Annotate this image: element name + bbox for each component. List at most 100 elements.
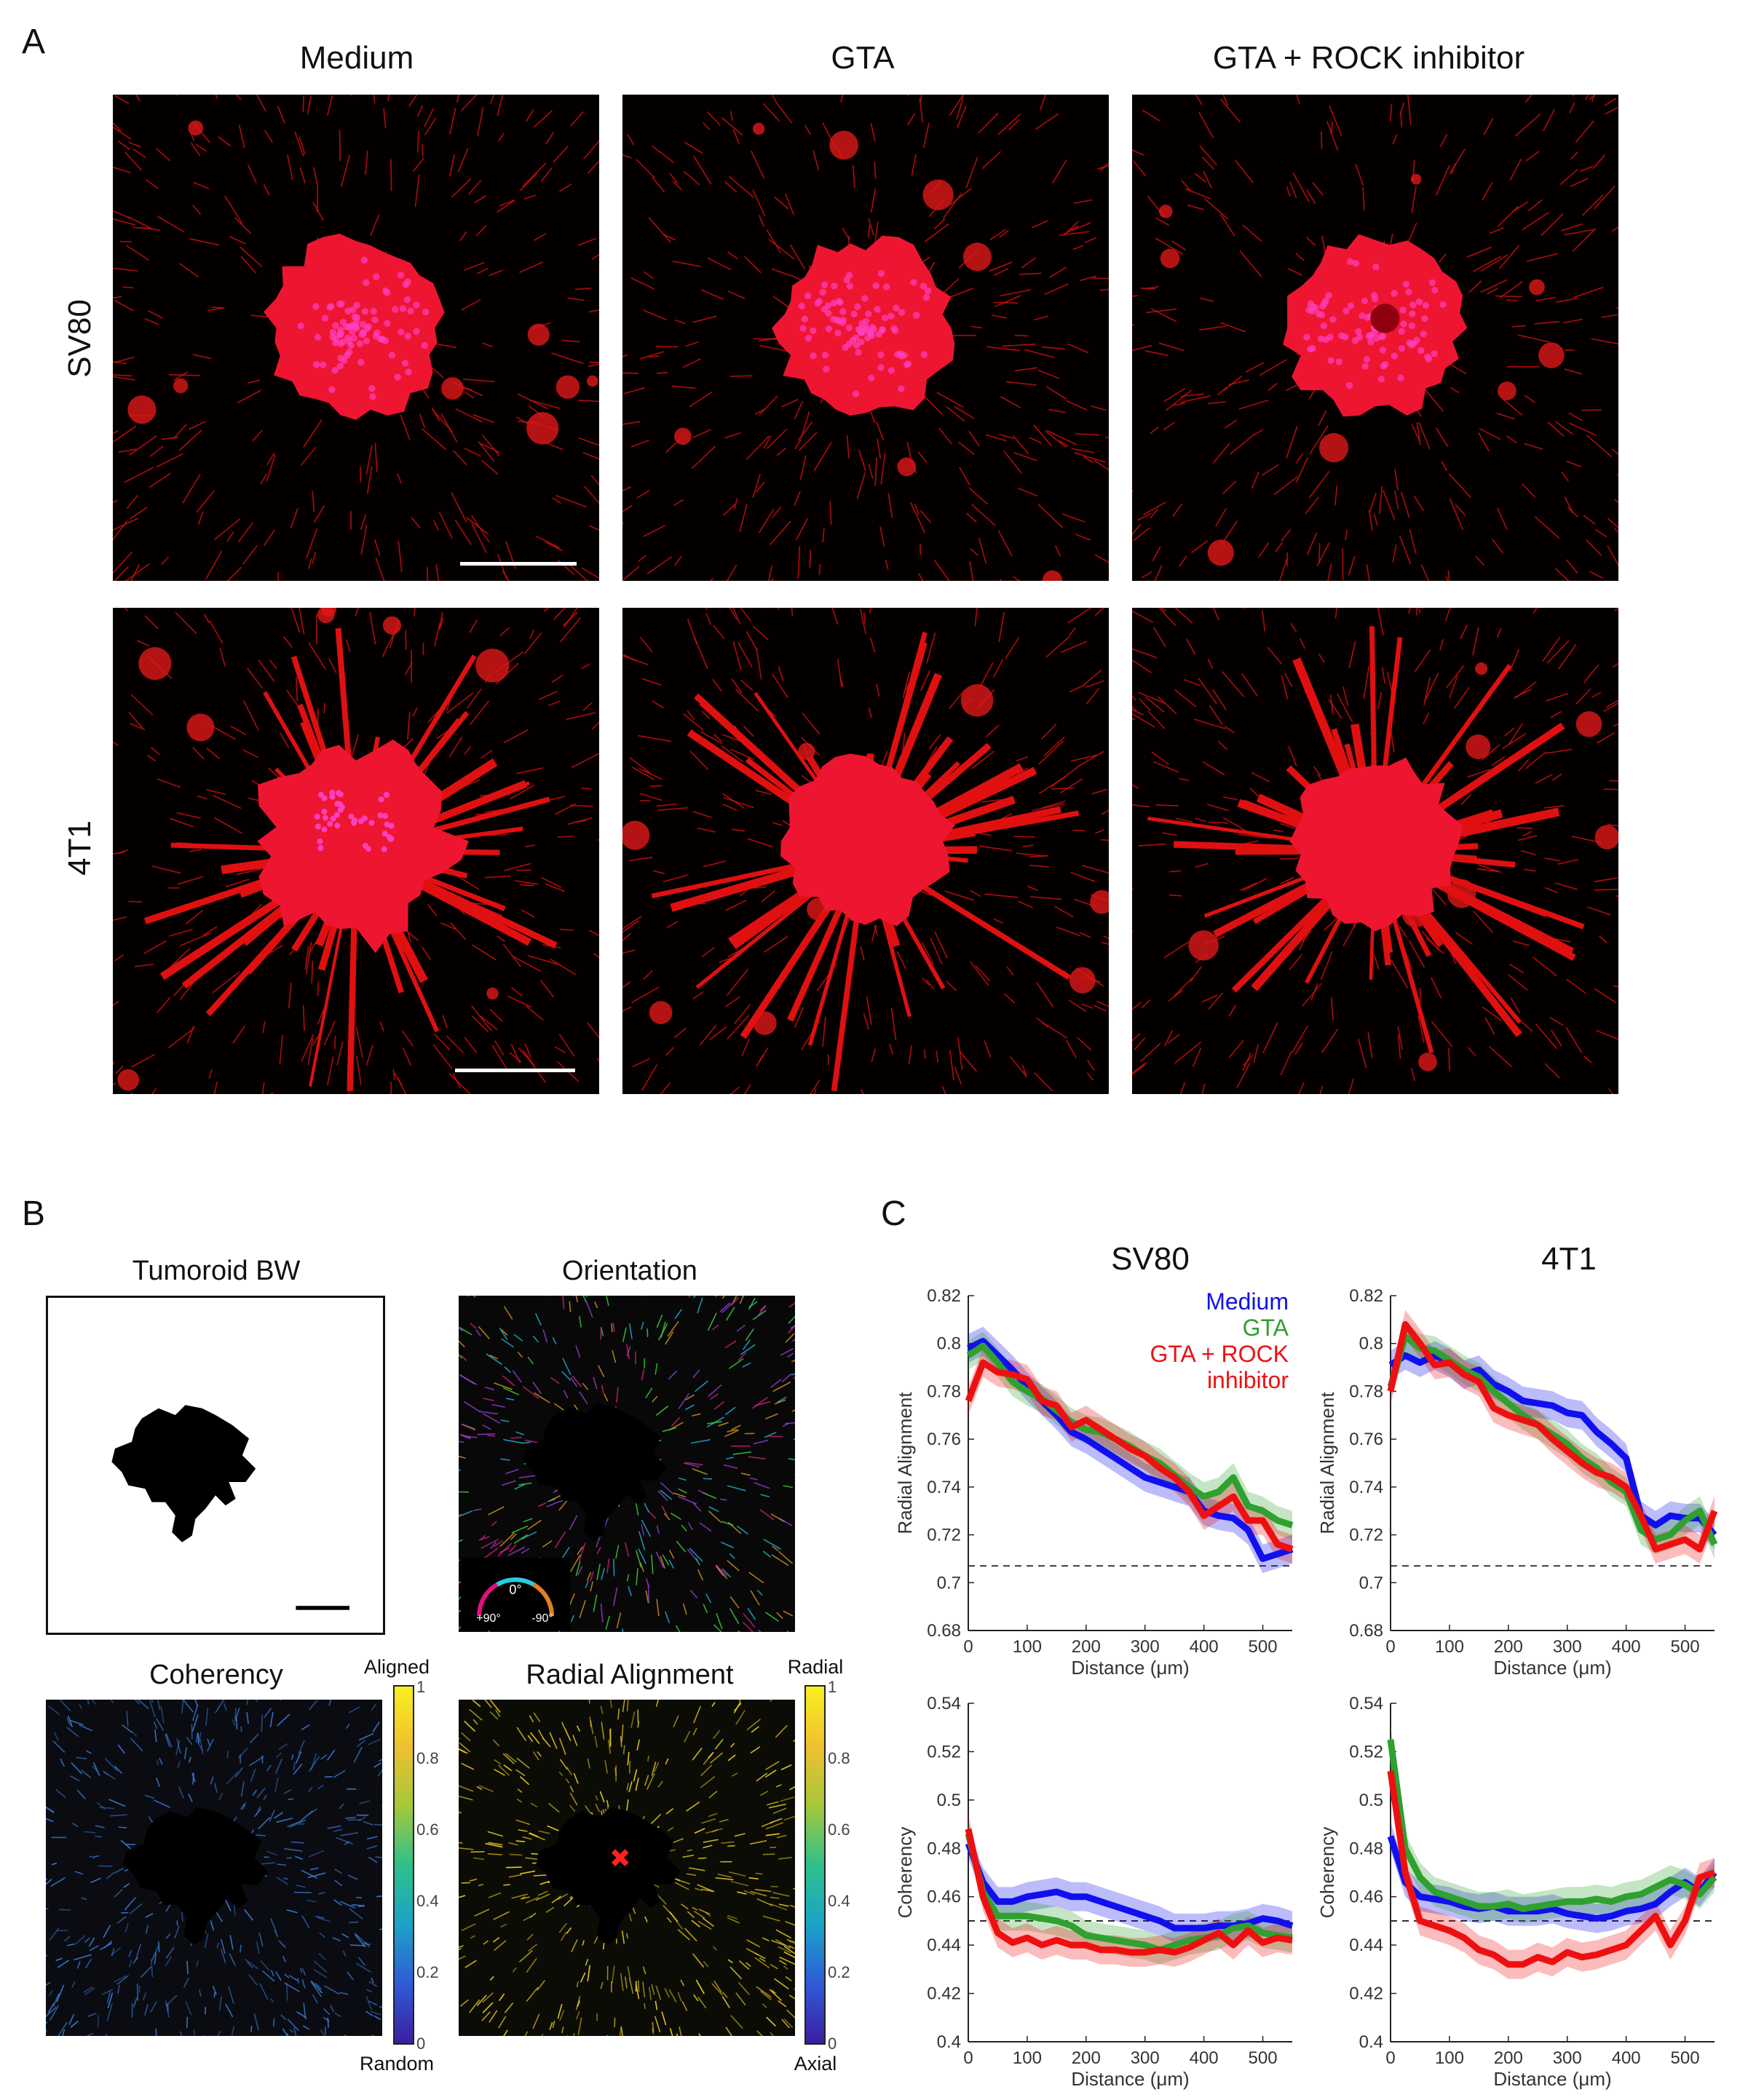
colorbar-label-axial: Axial (794, 2053, 837, 2075)
y-tick-label: 0.8 (1359, 1334, 1383, 1354)
column-title-medium: Medium (299, 40, 414, 76)
colorbar-label-radial: Radial (787, 1656, 844, 1678)
x-tick-label: 400 (1612, 2048, 1641, 2068)
tumoroid-bw-image (46, 1296, 385, 1635)
colorbar-tick-label: 0.2 (416, 1963, 439, 1981)
y-tick-label: 0.76 (927, 1430, 961, 1449)
legend-medium: Medium (1206, 1288, 1289, 1315)
y-axis-label: Radial Alignment (894, 1392, 916, 1534)
micrograph-4t1-gta (622, 608, 1109, 1094)
y-axis-label: Radial Alignment (1316, 1392, 1338, 1534)
micrograph-sv80-gta-rock (1132, 95, 1618, 581)
y-tick-label: 0.82 (927, 1286, 961, 1306)
x-axis-label: Distance (μm) (1493, 1657, 1611, 1679)
coherency-image (46, 1700, 382, 2036)
x-tick-label: 200 (1072, 1637, 1101, 1657)
colorbar-tick-label: 0.4 (416, 1892, 439, 1910)
y-tick-label: 0.44 (1349, 1935, 1383, 1955)
chart-legend: Medium GTA GTA + ROCK inhibitor (1063, 1288, 1289, 1393)
x-tick-label: 0 (1385, 1637, 1395, 1657)
x-axis-label: Distance (μm) (1071, 2068, 1189, 2090)
title-orientation: Orientation (562, 1256, 697, 1286)
y-tick-label: 0.78 (1349, 1382, 1383, 1401)
chart-radial-sv80: 0.68 0.7 0.72 0.74 0.76 0.78 0.8 0.82 0 100 200 300… (894, 1286, 1294, 1679)
series-line-gta-rock-inhibitor (965, 1828, 1293, 1956)
colorbar-tick-label: 0 (828, 2034, 837, 2053)
scale-bar (455, 1069, 575, 1072)
micrograph-sv80-gta (622, 95, 1109, 581)
y-tick-label: 0.72 (1349, 1526, 1383, 1545)
chart-radial-4t1: 0.68 0.7 0.72 0.74 0.76 0.78 0.8 0.82 0 100 200 300… (1316, 1286, 1718, 1679)
colorbar-tick-label: 0.6 (416, 1820, 439, 1839)
spheroid-image (1132, 608, 1618, 1094)
x-tick-label: 400 (1190, 2048, 1219, 2068)
x-tick-label: 0 (963, 1637, 973, 1657)
x-tick-label: 300 (1131, 2048, 1160, 2068)
y-tick-label: 0.68 (927, 1621, 961, 1641)
spheroid-image (1132, 95, 1618, 581)
y-tick-label: 0.74 (927, 1478, 961, 1497)
column-title-gta: GTA (831, 40, 895, 76)
colorbar-tick-label: 0.4 (828, 1892, 850, 1910)
series-line-gta (1387, 1333, 1718, 1546)
x-axis-label: Distance (μm) (1071, 1657, 1189, 1679)
scale-bar (296, 1606, 349, 1610)
series-line-gta (1387, 1739, 1717, 1912)
panel-label-a: A (22, 23, 46, 61)
spheroid-image (622, 95, 1109, 581)
y-axis-label: Coherency (1316, 1827, 1338, 1919)
colorbar-tick-label: 0.6 (828, 1820, 850, 1839)
y-tick-label: 0.7 (1359, 1573, 1383, 1593)
panel-label-b: B (22, 1194, 46, 1233)
x-tick-label: 500 (1671, 2048, 1700, 2068)
y-tick-label: 0.52 (927, 1742, 961, 1762)
y-tick-label: 0.68 (1349, 1621, 1383, 1641)
y-tick-label: 0.42 (927, 1984, 961, 2004)
series-confidence-band (968, 1331, 1292, 1540)
x-tick-label: 200 (1494, 1637, 1523, 1657)
y-tick-label: 0.76 (1349, 1430, 1383, 1449)
series-line-gta-rock-inhibitor (1387, 1770, 1716, 1968)
wheel-label-right: -90° (531, 1612, 553, 1625)
colorbar-tick-label: 0.8 (416, 1749, 439, 1767)
y-tick-label: 0.7 (937, 1573, 961, 1593)
x-tick-label: 400 (1190, 1637, 1219, 1657)
micrograph-4t1-medium (113, 608, 599, 1094)
tumoroid-silhouette (111, 1405, 256, 1542)
center-marker (611, 1849, 629, 1866)
legend-gta-rock: GTA + ROCK (1150, 1341, 1289, 1367)
y-tick-label: 0.4 (937, 2032, 961, 2052)
colorbar-label-aligned: Aligned (363, 1656, 430, 1678)
x-tick-label: 500 (1671, 1637, 1700, 1657)
y-tick-label: 0.44 (927, 1935, 961, 1955)
series-line-gta-rock-inhibitor (965, 1359, 1294, 1553)
y-axis-label: Coherency (894, 1827, 916, 1919)
x-tick-label: 100 (1013, 1637, 1042, 1657)
y-tick-label: 0.48 (1349, 1839, 1383, 1858)
colorbar-tick-label: 0.8 (828, 1749, 850, 1767)
x-tick-label: 300 (1131, 1637, 1160, 1657)
y-tick-label: 0.46 (927, 1887, 961, 1907)
colorbar-tick-label: 1 (416, 1678, 426, 1696)
row-label-sv80: SV80 (62, 299, 98, 378)
colorbar-tick-label: 0.2 (828, 1963, 850, 1981)
wheel-label-top: 0° (509, 1582, 521, 1597)
colorbar-tick-label: 1 (828, 1678, 837, 1696)
tumoroid-mask (123, 1807, 268, 1946)
title-radial-alignment: Radial Alignment (526, 1660, 734, 1690)
y-tick-label: 0.52 (1349, 1742, 1383, 1762)
spheroid-image (622, 608, 1109, 1094)
x-tick-label: 500 (1249, 1637, 1278, 1657)
micrograph-4t1-gta-rock (1132, 608, 1618, 1094)
tumoroid-mask (522, 1403, 668, 1542)
column-title-gta-rock: GTA + ROCK inhibitor (1212, 40, 1525, 76)
colorbar-label-random: Random (359, 2053, 435, 2075)
micrograph-sv80-medium (113, 95, 599, 581)
series-line-medium (1387, 1835, 1717, 1922)
y-tick-label: 0.5 (1359, 1791, 1383, 1810)
spheroid-image (113, 608, 599, 1094)
x-axis-label: Distance (μm) (1493, 2068, 1611, 2090)
y-tick-label: 0.8 (937, 1334, 961, 1354)
chart-column-title-sv80: SV80 (1111, 1241, 1190, 1277)
radial-colorbar (804, 1685, 826, 2045)
